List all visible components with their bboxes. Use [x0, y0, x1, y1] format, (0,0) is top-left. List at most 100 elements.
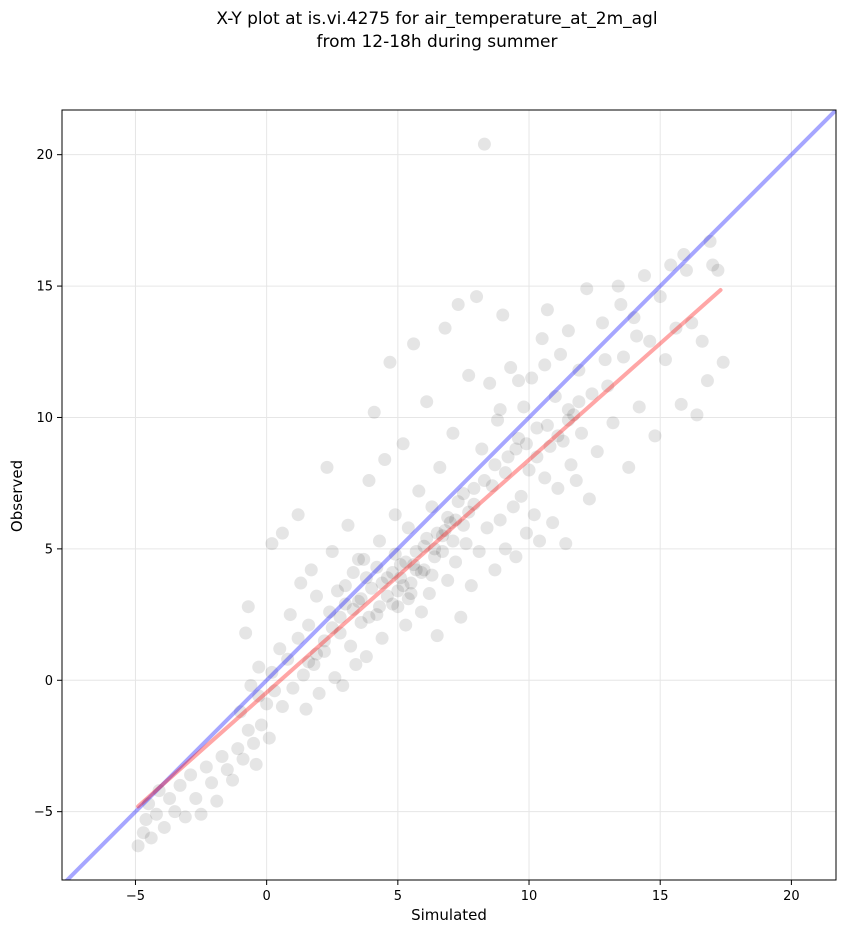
- data-point: [220, 763, 234, 777]
- data-point: [304, 563, 318, 577]
- data-point: [462, 368, 476, 382]
- data-point: [333, 610, 347, 624]
- data-point: [414, 566, 428, 580]
- data-point: [559, 537, 573, 551]
- data-point: [383, 355, 397, 369]
- data-point: [454, 610, 468, 624]
- reference-lines: [64, 110, 836, 880]
- data-point: [268, 684, 282, 698]
- data-point: [601, 379, 615, 393]
- data-point: [590, 445, 604, 459]
- data-point: [273, 642, 287, 656]
- data-point: [695, 334, 709, 348]
- data-point: [467, 481, 481, 495]
- data-point: [483, 376, 497, 390]
- y-tick-label: 10: [36, 411, 53, 426]
- data-point: [367, 405, 381, 419]
- data-point: [241, 723, 255, 737]
- data-point: [312, 686, 326, 700]
- data-point: [178, 810, 192, 824]
- data-point: [451, 297, 465, 311]
- x-tick-label: −5: [126, 889, 145, 904]
- data-point: [260, 697, 274, 711]
- data-point: [372, 534, 386, 548]
- data-point: [236, 752, 250, 766]
- data-point: [561, 413, 575, 427]
- data-point: [349, 658, 363, 672]
- data-point: [679, 263, 693, 277]
- data-point: [428, 542, 442, 556]
- data-point: [422, 587, 436, 601]
- data-point: [401, 592, 415, 606]
- data-point: [386, 566, 400, 580]
- data-point: [404, 587, 418, 601]
- data-point: [690, 408, 704, 422]
- data-point: [362, 474, 376, 488]
- data-point: [341, 518, 355, 532]
- data-point: [522, 463, 536, 477]
- data-point: [351, 594, 365, 608]
- data-point: [391, 600, 405, 614]
- data-point: [477, 137, 491, 151]
- data-point: [606, 416, 620, 430]
- data-point: [317, 634, 331, 648]
- y-tick-label: 20: [36, 148, 53, 163]
- y-tick-label: 5: [45, 542, 53, 557]
- y-tick-label: 0: [45, 674, 53, 689]
- data-point: [551, 429, 565, 443]
- data-point: [561, 324, 575, 338]
- data-point: [325, 545, 339, 559]
- data-point: [346, 602, 360, 616]
- data-point: [351, 552, 365, 566]
- data-point: [275, 700, 289, 714]
- data-point: [530, 450, 544, 464]
- data-point: [281, 652, 295, 666]
- data-point: [414, 605, 428, 619]
- data-point: [491, 413, 505, 427]
- data-point: [480, 521, 494, 535]
- data-point: [210, 794, 224, 808]
- data-point: [286, 681, 300, 695]
- data-point: [488, 458, 502, 472]
- data-point: [433, 460, 447, 474]
- data-point: [409, 563, 423, 577]
- data-point: [443, 516, 457, 530]
- data-point: [669, 321, 683, 335]
- data-point: [241, 600, 255, 614]
- data-point: [157, 820, 171, 834]
- data-point: [540, 418, 554, 432]
- data-point: [168, 805, 182, 819]
- data-point: [291, 631, 305, 645]
- data-point: [572, 363, 586, 377]
- data-point: [514, 489, 528, 503]
- data-point: [685, 316, 699, 330]
- data-point: [252, 689, 266, 703]
- data-point: [184, 768, 198, 782]
- data-point: [677, 248, 691, 262]
- data-point: [467, 497, 481, 511]
- y-axis-label: Observed: [8, 460, 26, 532]
- data-point: [131, 839, 145, 853]
- data-point: [425, 500, 439, 514]
- data-point: [470, 290, 484, 304]
- data-point: [627, 311, 641, 325]
- data-point: [149, 807, 163, 821]
- data-point: [163, 792, 177, 806]
- data-point: [247, 736, 261, 750]
- data-point: [630, 329, 644, 343]
- data-point: [391, 584, 405, 598]
- data-point: [446, 426, 460, 440]
- data-point: [700, 374, 714, 388]
- data-point: [451, 495, 465, 509]
- data-point: [323, 605, 337, 619]
- identity-line: [64, 110, 836, 880]
- data-point: [328, 671, 342, 685]
- scatter-points: [131, 137, 730, 853]
- data-point: [404, 576, 418, 590]
- data-point: [338, 597, 352, 611]
- data-point: [475, 442, 489, 456]
- data-point: [595, 316, 609, 330]
- data-point: [533, 534, 547, 548]
- data-point: [512, 431, 526, 445]
- data-point: [307, 658, 321, 672]
